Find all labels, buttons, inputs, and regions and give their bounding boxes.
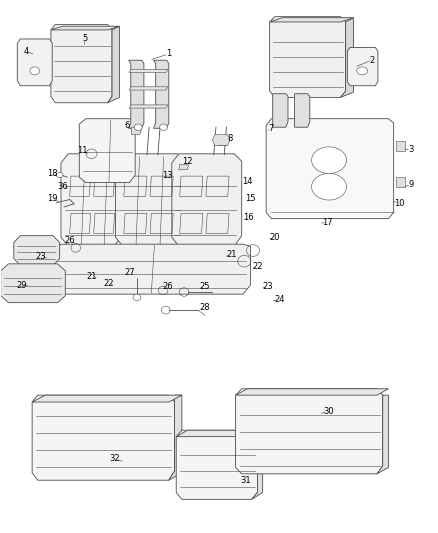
- Polygon shape: [340, 18, 353, 98]
- Polygon shape: [129, 69, 168, 72]
- Text: 18: 18: [47, 169, 57, 178]
- Text: 27: 27: [124, 269, 135, 277]
- Polygon shape: [252, 437, 263, 499]
- Text: 26: 26: [162, 282, 173, 291]
- Polygon shape: [79, 119, 135, 182]
- Text: 36: 36: [57, 182, 68, 191]
- Polygon shape: [212, 135, 230, 146]
- Text: 32: 32: [110, 455, 120, 463]
- Polygon shape: [347, 47, 378, 86]
- Text: 25: 25: [200, 282, 210, 291]
- Text: 26: 26: [64, 237, 75, 246]
- Text: 22: 22: [104, 279, 114, 288]
- Polygon shape: [61, 154, 122, 246]
- Text: 14: 14: [242, 177, 253, 186]
- Polygon shape: [17, 39, 52, 86]
- Ellipse shape: [311, 173, 346, 200]
- Text: 16: 16: [244, 213, 254, 222]
- Ellipse shape: [133, 294, 141, 301]
- Polygon shape: [51, 26, 120, 30]
- Text: 30: 30: [323, 407, 333, 416]
- Text: 10: 10: [394, 199, 404, 208]
- Text: 3: 3: [408, 145, 414, 154]
- Text: 13: 13: [162, 171, 173, 180]
- Polygon shape: [53, 244, 251, 294]
- Polygon shape: [153, 60, 169, 128]
- Text: 31: 31: [240, 476, 251, 484]
- Ellipse shape: [311, 147, 346, 173]
- Ellipse shape: [134, 124, 142, 131]
- Polygon shape: [236, 389, 383, 474]
- Polygon shape: [116, 154, 185, 246]
- Ellipse shape: [30, 67, 39, 75]
- Polygon shape: [32, 395, 174, 480]
- Polygon shape: [179, 165, 188, 169]
- Text: 23: 23: [263, 282, 273, 291]
- Polygon shape: [176, 430, 258, 499]
- Polygon shape: [14, 236, 60, 265]
- FancyBboxPatch shape: [396, 177, 406, 187]
- Polygon shape: [1, 264, 65, 303]
- Polygon shape: [176, 430, 263, 437]
- Polygon shape: [32, 395, 182, 402]
- Ellipse shape: [159, 124, 167, 131]
- Text: 17: 17: [322, 219, 332, 228]
- Polygon shape: [172, 154, 242, 246]
- Text: 24: 24: [274, 295, 285, 304]
- Text: 23: 23: [35, 253, 46, 261]
- Ellipse shape: [357, 67, 367, 75]
- Polygon shape: [51, 25, 112, 103]
- Text: 5: 5: [82, 35, 87, 44]
- Text: 6: 6: [125, 121, 130, 130]
- Text: 8: 8: [227, 134, 233, 143]
- Polygon shape: [377, 395, 389, 474]
- Ellipse shape: [57, 172, 63, 177]
- Text: 7: 7: [268, 124, 273, 133]
- Text: 19: 19: [47, 194, 57, 203]
- Text: 22: 22: [252, 262, 263, 271]
- Text: 20: 20: [270, 233, 280, 242]
- Text: 21: 21: [226, 251, 237, 260]
- Polygon shape: [236, 389, 389, 395]
- Text: 9: 9: [409, 180, 414, 189]
- Polygon shape: [129, 60, 144, 128]
- Text: 29: 29: [16, 280, 27, 289]
- Polygon shape: [273, 94, 288, 127]
- Polygon shape: [294, 94, 310, 127]
- Text: 11: 11: [78, 146, 88, 155]
- Polygon shape: [270, 17, 346, 98]
- Text: 15: 15: [245, 194, 256, 203]
- Text: 1: 1: [166, 50, 171, 58]
- Polygon shape: [108, 26, 120, 103]
- Text: 28: 28: [200, 303, 210, 312]
- Text: 21: 21: [86, 272, 97, 280]
- Text: 12: 12: [182, 157, 193, 166]
- Polygon shape: [132, 127, 141, 135]
- Polygon shape: [218, 138, 229, 146]
- Polygon shape: [129, 87, 168, 90]
- Polygon shape: [266, 119, 394, 219]
- Text: 4: 4: [23, 47, 28, 55]
- FancyBboxPatch shape: [396, 141, 406, 151]
- Polygon shape: [270, 18, 353, 22]
- Text: 2: 2: [369, 56, 374, 64]
- Polygon shape: [129, 105, 168, 108]
- Polygon shape: [169, 395, 182, 480]
